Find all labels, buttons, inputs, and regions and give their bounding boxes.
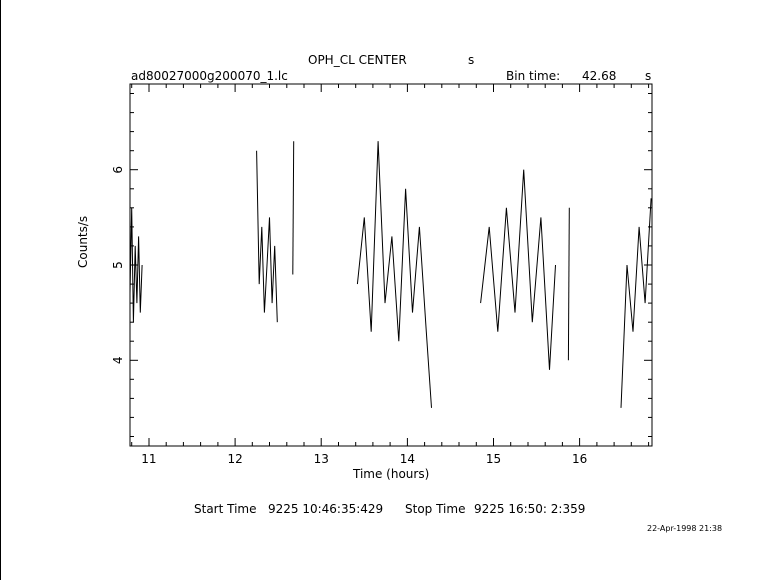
light-curve-segment-2 bbox=[256, 150, 278, 323]
x-tick-label: 14 bbox=[400, 452, 415, 466]
bin-time-label: Bin time: bbox=[506, 69, 561, 83]
object-unit: s bbox=[468, 53, 475, 67]
light-curve-segment-7 bbox=[620, 198, 652, 408]
y-tick-label: 6 bbox=[111, 166, 125, 174]
plot-timestamp: 22-Apr-1998 21:38 bbox=[647, 524, 723, 533]
object-name: OPH_CL CENTER bbox=[308, 53, 407, 67]
left-border bbox=[0, 0, 1, 580]
y-tick-label: 4 bbox=[111, 356, 125, 364]
x-tick-label: 15 bbox=[486, 452, 501, 466]
light-curve-segment-4 bbox=[356, 141, 432, 408]
light-curve-segment-6 bbox=[567, 207, 570, 361]
y-tick-label: 5 bbox=[111, 261, 125, 269]
light-curve-segment-5 bbox=[480, 169, 556, 370]
x-tick-label: 13 bbox=[314, 452, 329, 466]
start-time-label: Start Time bbox=[194, 502, 257, 516]
file-name: ad80027000g200070_1.lc bbox=[131, 69, 288, 83]
y-axis-label: Counts/s bbox=[76, 215, 90, 268]
stop-time-label: Stop Time bbox=[405, 502, 466, 516]
x-tick-label: 16 bbox=[572, 452, 587, 466]
bin-time-value: 42.68 bbox=[582, 69, 617, 83]
x-axis-label: Time (hours) bbox=[353, 467, 430, 481]
x-tick-label: 12 bbox=[227, 452, 242, 466]
x-tick-label: 11 bbox=[141, 452, 156, 466]
start-time-value: 9225 10:46:35:429 bbox=[268, 502, 384, 516]
plot-frame bbox=[129, 83, 653, 447]
stop-time-value: 9225 16:50: 2:359 bbox=[474, 502, 586, 516]
bin-time-unit: s bbox=[645, 69, 652, 83]
light-curve-segment-1 bbox=[129, 207, 143, 323]
light-curve-segment-3 bbox=[292, 141, 295, 275]
